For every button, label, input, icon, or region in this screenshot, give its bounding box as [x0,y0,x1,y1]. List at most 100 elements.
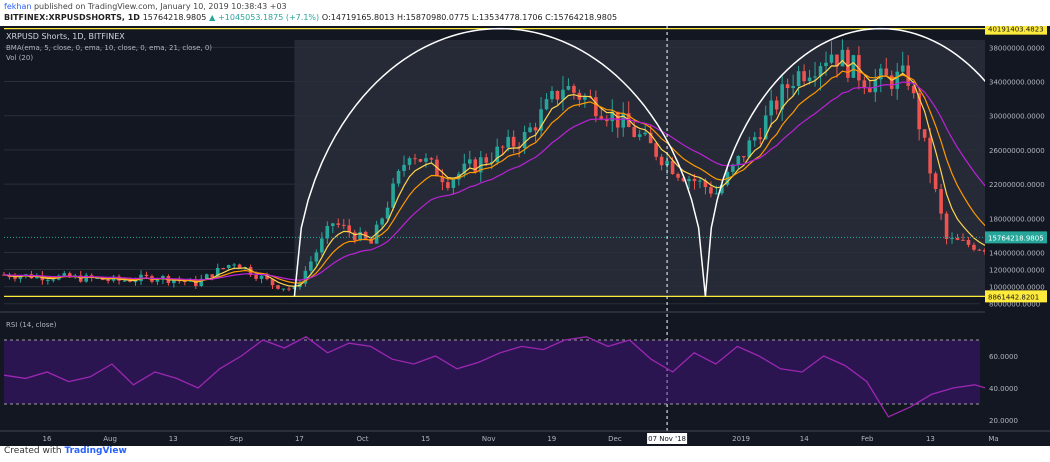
ema-10-line [3,68,1018,284]
candle-body-127 [698,180,702,182]
candle-body-150 [824,62,828,67]
candle-body-173 [950,237,954,239]
rsi-panel [0,311,1050,418]
candle-body-142 [780,84,784,110]
candle-body-76 [418,159,423,162]
candle-body-177 [972,244,976,250]
candle-body-88 [484,157,489,163]
candle-body-140 [769,100,773,116]
candle-body-123 [676,173,680,178]
candle-body-69 [380,218,384,225]
candle-body-63 [347,225,352,233]
candle-body-155 [851,55,856,78]
candle-body-72 [396,170,401,184]
legend-vol: Vol (20) [6,54,33,62]
candle-body-172 [944,213,949,239]
y-tick-label-4: 18000000.0000 [989,215,1045,223]
candle-body-143 [785,84,790,89]
x-tick-label-1: Aug [103,435,117,443]
candle-body-46 [254,274,258,279]
candle-body-37 [204,274,209,279]
candle-body-144 [791,86,795,89]
candle-body-138 [758,137,763,140]
candle-body-145 [796,71,801,87]
tradingview-logo[interactable]: TradingView [64,446,127,456]
x-tick-label-4: 17 [295,435,304,443]
candle-body-92 [506,136,510,148]
candle-body-85 [468,159,472,164]
candle-body-104 [572,85,576,93]
candle-body-49 [270,279,275,286]
candle-body-28 [155,279,160,282]
rsi-tick-label-1: 40.0000 [989,385,1018,393]
candle-body-125 [687,178,691,182]
ema-21-line [3,81,1019,281]
candle-body-58 [320,238,324,253]
candle-body-122 [670,160,675,174]
candle-body-102 [561,89,565,100]
candle-body-161 [884,68,889,76]
candle-body-152 [835,54,839,67]
candle-body-168 [922,129,927,138]
x-tick-label-8: 19 [547,435,556,443]
candle-body-64 [352,232,357,241]
candle-body-22 [122,280,127,282]
last-price-label: 15764218.9805 [988,234,1044,242]
candle-body-82 [451,179,456,188]
symbol-name: BITFINEX:XRPUSDSHORTS, 1D [4,13,140,22]
candle-body-154 [846,49,850,78]
candle-body-160 [879,68,883,80]
candle-body-84 [462,163,467,174]
x-tick-label-11: 2019 [732,435,750,443]
candle-body-51 [281,288,286,290]
candle-body-50 [276,285,280,289]
axes: 8000000.0000 10000000.0000 12000000.0000 14… [0,26,1050,446]
publisher-link[interactable]: fekhan [4,2,32,11]
candle-body-9 [51,279,56,281]
candle-body-119 [654,143,658,157]
candle-body-33 [183,281,187,283]
candle-body-98 [539,109,543,131]
candle-body-43 [237,264,242,269]
candle-body-133 [731,164,735,172]
grid-layer [4,46,980,305]
candle-body-89 [489,162,494,164]
candle-body-129 [709,187,713,194]
y-tick-label-1: 10000000.0000 [989,284,1045,292]
level-tag-0 [985,26,1047,35]
candle-body-130 [714,193,719,195]
moving-averages [3,59,1019,287]
candle-body-110 [605,119,609,122]
legend-title: XRPUSD Shorts, 1D, BITFINEX [6,32,125,41]
y-tick-label-2: 12000000.0000 [989,267,1045,275]
rsi-tick-label-0: 60.0000 [989,353,1018,361]
candle-body-56 [309,261,313,271]
x-tick-label-6: 15 [421,435,430,443]
x-tick-label-7: Nov [482,435,496,443]
candle-body-100 [550,90,554,100]
last-price-tag [985,231,1047,244]
candle-body-15 [84,275,88,282]
x-tick-label-9: Dec [608,435,622,443]
candle-body-74 [407,158,412,165]
candle-body-39 [215,268,220,278]
y-tick-label-3: 14000000.0000 [989,249,1045,257]
candle-body-71 [391,183,395,208]
candle-body-53 [292,287,297,290]
crosshair-date-label: 07 Nov '18 [648,435,686,443]
candle-body-60 [331,223,335,227]
candle-body-166 [911,85,916,94]
price-chart[interactable]: 8000000.0000 10000000.0000 12000000.0000 14… [0,26,1050,446]
x-tick-label-3: Sep [230,435,244,443]
x-tick-label-5: Oct [356,435,368,443]
candle-body-170 [933,173,938,190]
candle-body-95 [522,131,527,148]
y-tick-label-6: 26000000.0000 [989,147,1045,155]
candle-body-87 [478,157,483,173]
candle-body-67 [369,238,373,244]
rsi-band [4,340,980,404]
candle-body-153 [840,49,845,67]
candle-body-96 [528,127,532,132]
last-price: 15764218.9805 [142,13,207,22]
candle-body-135 [742,156,746,158]
